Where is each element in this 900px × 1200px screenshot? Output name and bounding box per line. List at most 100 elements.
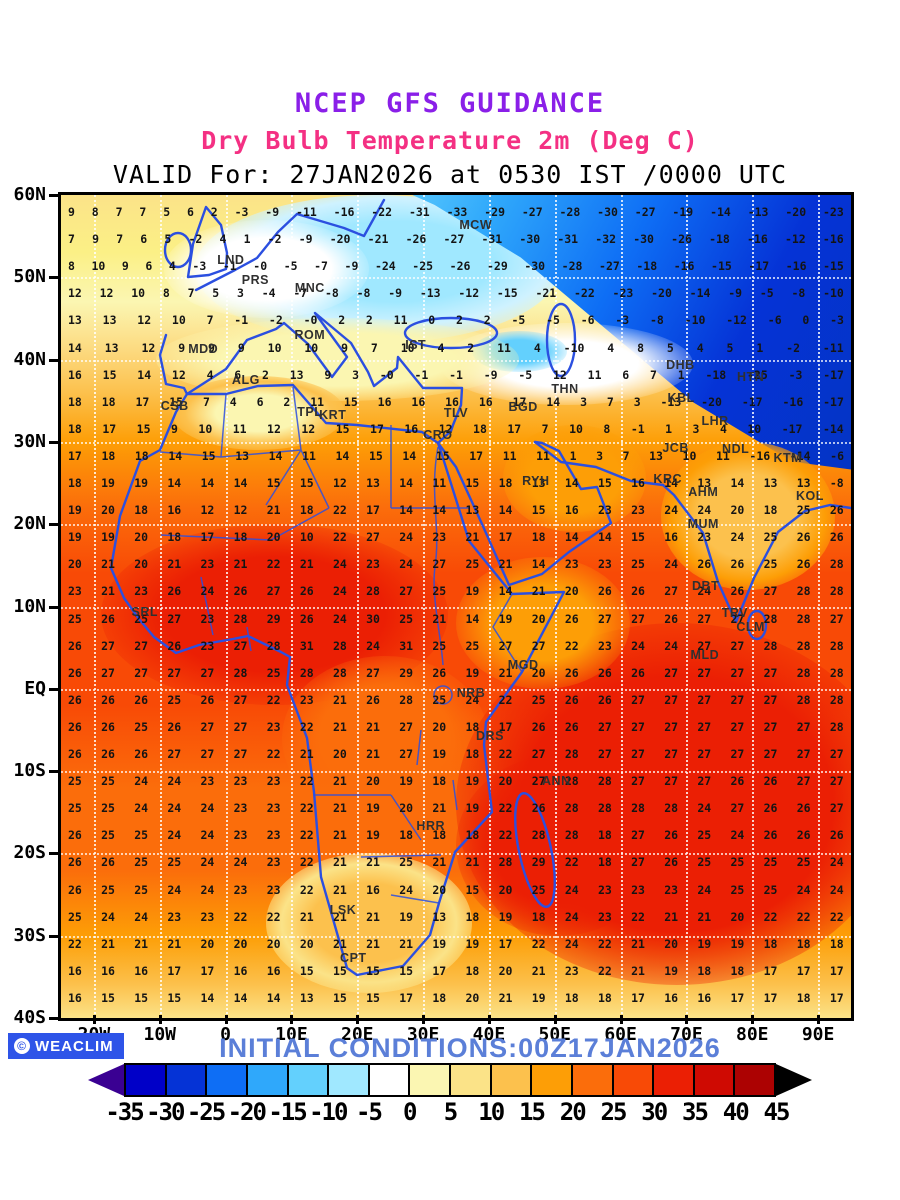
station-label-krt: KRT	[319, 407, 347, 422]
temp-value: -28	[559, 205, 581, 219]
temp-value: 27	[697, 665, 712, 680]
temp-value: 21	[631, 963, 645, 978]
temp-value: 27	[631, 692, 645, 707]
temp-value: 24	[730, 530, 745, 545]
temp-value: -12	[726, 313, 747, 328]
temp-value: 7	[370, 340, 378, 355]
temp-value: 30	[366, 611, 380, 626]
temp-value: -9	[265, 205, 280, 219]
temp-value: 6	[186, 205, 194, 219]
temp-value: 24	[366, 638, 380, 653]
temp-row: 26 26 26 27 27 27 22 21 20 21 27 19 18 22 27 28 27 27 27 27…	[63, 745, 849, 763]
temp-value: 19	[432, 747, 447, 761]
colorbar-tick-label: -35	[105, 1098, 144, 1126]
temp-value: 28	[564, 774, 579, 789]
temp-value: -32	[595, 232, 617, 247]
lon-tick	[487, 1015, 491, 1024]
temp-value: 16	[134, 963, 149, 978]
lon-tick	[817, 1015, 821, 1024]
temp-value: 21	[333, 882, 347, 897]
temp-value: 1	[569, 448, 577, 463]
temp-value: -22	[574, 286, 595, 301]
lon-label: 20E	[340, 1024, 374, 1045]
temp-value: 14	[200, 476, 215, 490]
temp-value: 9	[68, 205, 75, 219]
temp-value: 27	[531, 638, 546, 653]
temp-row: 22 21 21 21 20 20 20 20 21 21 21 19 19 17 22 24 22 21 20 19…	[63, 935, 849, 953]
temp-value: 10	[569, 421, 583, 436]
temp-value: -16	[785, 259, 807, 274]
temp-row: 19 19 20 18 17 18 20 10 22 27 24 23 21 17 18 14 14 15 16 23…	[63, 528, 849, 546]
temp-value: 17	[432, 963, 447, 978]
temp-value: 13	[649, 448, 663, 463]
temp-value: 27	[730, 638, 745, 653]
temp-value: 24	[233, 855, 248, 870]
temp-value: 0	[802, 313, 810, 328]
temp-value: 20	[498, 774, 513, 789]
temp-value: 26	[598, 584, 612, 599]
temp-value: 24	[664, 503, 679, 518]
station-label-jcb: JCB	[662, 440, 689, 455]
warm-region-congo	[282, 655, 488, 821]
temp-value: 28	[399, 692, 414, 707]
colorbar-tick-label: 40	[722, 1098, 750, 1126]
temp-value: 25	[101, 774, 115, 789]
temp-value: 21	[333, 719, 347, 734]
temp-value: 18	[465, 747, 480, 761]
temp-value: 23	[233, 828, 248, 843]
temp-value: 12	[137, 313, 152, 328]
station-label-bgd: BGD	[508, 400, 538, 415]
temp-value: 26	[763, 774, 778, 789]
temp-value: 19	[465, 801, 480, 816]
station-label-mum: MUM	[687, 517, 719, 532]
temp-value: 26	[167, 584, 182, 599]
temp-value: 26	[730, 584, 745, 599]
temp-value: 12	[301, 421, 316, 436]
station-label-ahm: AHM	[688, 485, 719, 500]
lon-tick	[619, 1015, 623, 1024]
temp-value: 22	[333, 503, 347, 518]
station-label-dbt: DBT	[692, 578, 720, 593]
temp-value: -27	[599, 259, 620, 274]
colorbar-tick-label: -30	[146, 1098, 185, 1126]
temp-value: 21	[366, 747, 380, 761]
temp-value: 17	[730, 990, 745, 1005]
temp-value: 14	[68, 340, 82, 355]
temp-value: 26	[68, 719, 82, 734]
temp-value: 31	[399, 638, 414, 653]
temp-value: 20	[299, 936, 314, 951]
temp-value: 26	[730, 557, 745, 572]
temp-value: 9	[92, 232, 100, 247]
temp-value: 27	[233, 747, 248, 761]
temp-value: 20	[68, 557, 82, 572]
temp-value: 27	[399, 719, 414, 734]
temp-value: 26	[796, 801, 811, 816]
colorbar-segment	[530, 1065, 571, 1095]
temp-value: 25	[134, 882, 149, 897]
temp-value: 21	[299, 909, 314, 924]
temp-value: 19	[498, 909, 513, 924]
temp-value: 24	[730, 828, 745, 843]
temp-value: -1	[449, 367, 463, 382]
temp-value: -24	[374, 259, 396, 274]
temp-value: 21	[432, 855, 447, 870]
temp-value: 28	[266, 638, 281, 653]
temp-value: 20	[366, 774, 380, 789]
temp-value: 15	[435, 448, 450, 463]
temp-value: 24	[697, 503, 712, 518]
temp-value: 26	[796, 828, 811, 843]
temp-value: 21	[167, 557, 182, 572]
temp-value: 21	[101, 584, 115, 599]
temp-value: 4	[696, 340, 704, 355]
temp-value: 22	[498, 747, 513, 761]
temp-value: 26	[829, 828, 844, 843]
temp-value: 17	[370, 421, 384, 436]
temp-value: -31	[481, 232, 503, 247]
colorbar-tick-label: -10	[309, 1098, 348, 1126]
temp-value: -20	[701, 394, 722, 409]
temp-value: 18	[598, 828, 612, 843]
lat-label: 40S	[13, 1007, 46, 1028]
lat-tick	[49, 770, 58, 774]
temp-value: 13	[289, 367, 304, 382]
temp-value: 17	[763, 963, 778, 978]
